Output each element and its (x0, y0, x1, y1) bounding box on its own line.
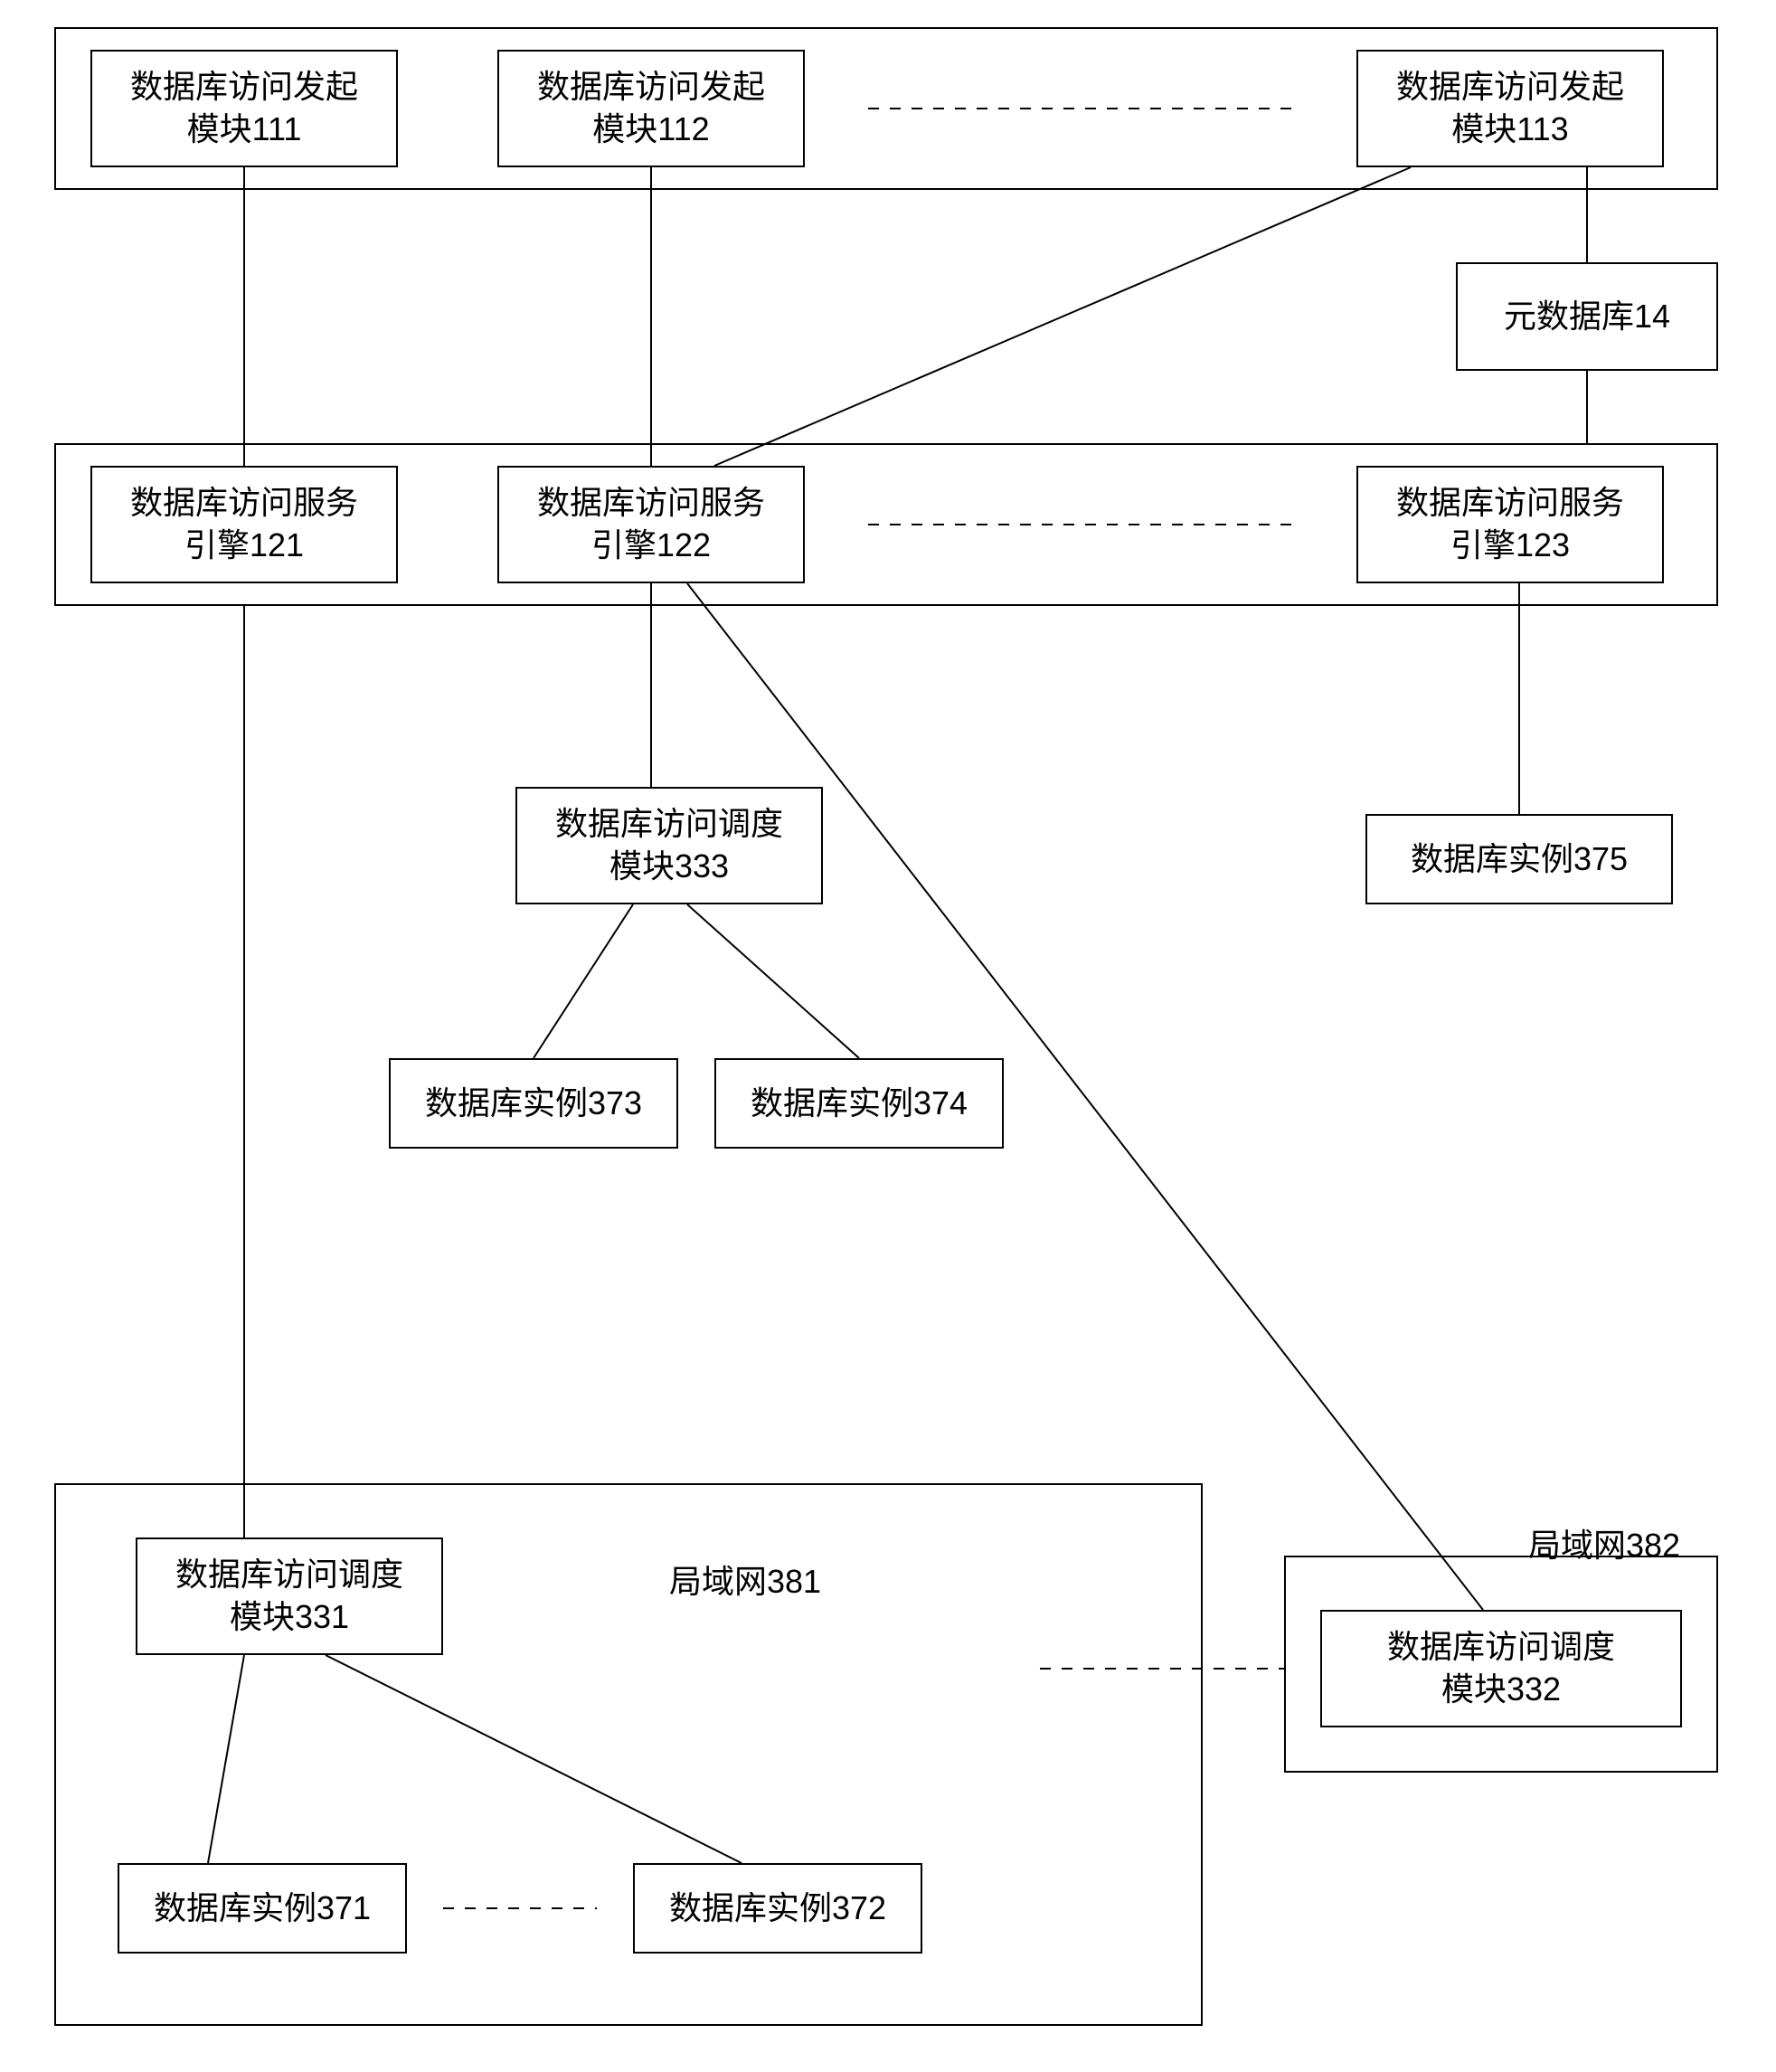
node-sched-332: 数据库访问调度模块332 (1320, 1610, 1682, 1727)
node-label-sched-331: 数据库访问调度模块331 (175, 1554, 403, 1639)
node-label-sched-332: 数据库访问调度模块332 (1387, 1626, 1615, 1711)
node-init-111: 数据库访问发起模块111 (90, 50, 398, 167)
node-label-inst-374: 数据库实例374 (751, 1083, 968, 1125)
node-inst-374: 数据库实例374 (714, 1058, 1004, 1149)
container-label-lan382-container: 局域网382 (1528, 1519, 1680, 1566)
node-label-inst-372: 数据库实例372 (669, 1888, 886, 1930)
node-label-inst-373: 数据库实例373 (425, 1083, 642, 1125)
edge-init-113-to-engine-122 (714, 167, 1411, 466)
node-inst-372: 数据库实例372 (633, 1863, 922, 1954)
node-label-init-111: 数据库访问发起模块111 (130, 66, 358, 151)
node-init-112: 数据库访问发起模块112 (497, 50, 805, 167)
node-label-engine-122: 数据库访问服务引擎122 (537, 482, 765, 567)
container-label-lan381-container: 局域网381 (669, 1556, 821, 1603)
node-label-engine-123: 数据库访问服务引擎123 (1396, 482, 1624, 567)
node-inst-371: 数据库实例371 (118, 1863, 407, 1954)
node-label-inst-375: 数据库实例375 (1411, 838, 1628, 881)
node-engine-121: 数据库访问服务引擎121 (90, 466, 398, 583)
node-label-sched-333: 数据库访问调度模块333 (555, 803, 783, 888)
node-engine-122: 数据库访问服务引擎122 (497, 466, 805, 583)
node-label-inst-371: 数据库实例371 (154, 1888, 371, 1930)
edge-sched-333-to-inst-373 (534, 904, 633, 1058)
edge-sched-333-to-inst-374 (687, 904, 859, 1058)
node-init-113: 数据库访问发起模块113 (1356, 50, 1664, 167)
node-inst-373: 数据库实例373 (389, 1058, 678, 1149)
node-label-engine-121: 数据库访问服务引擎121 (130, 482, 358, 567)
node-inst-375: 数据库实例375 (1365, 814, 1673, 904)
node-engine-123: 数据库访问服务引擎123 (1356, 466, 1664, 583)
node-label-init-113: 数据库访问发起模块113 (1396, 66, 1624, 151)
node-label-metadb-14: 元数据库14 (1504, 296, 1670, 338)
node-sched-333: 数据库访问调度模块333 (515, 787, 823, 904)
node-sched-331: 数据库访问调度模块331 (136, 1537, 443, 1655)
node-label-init-112: 数据库访问发起模块112 (537, 66, 765, 151)
node-metadb-14: 元数据库14 (1456, 262, 1718, 371)
